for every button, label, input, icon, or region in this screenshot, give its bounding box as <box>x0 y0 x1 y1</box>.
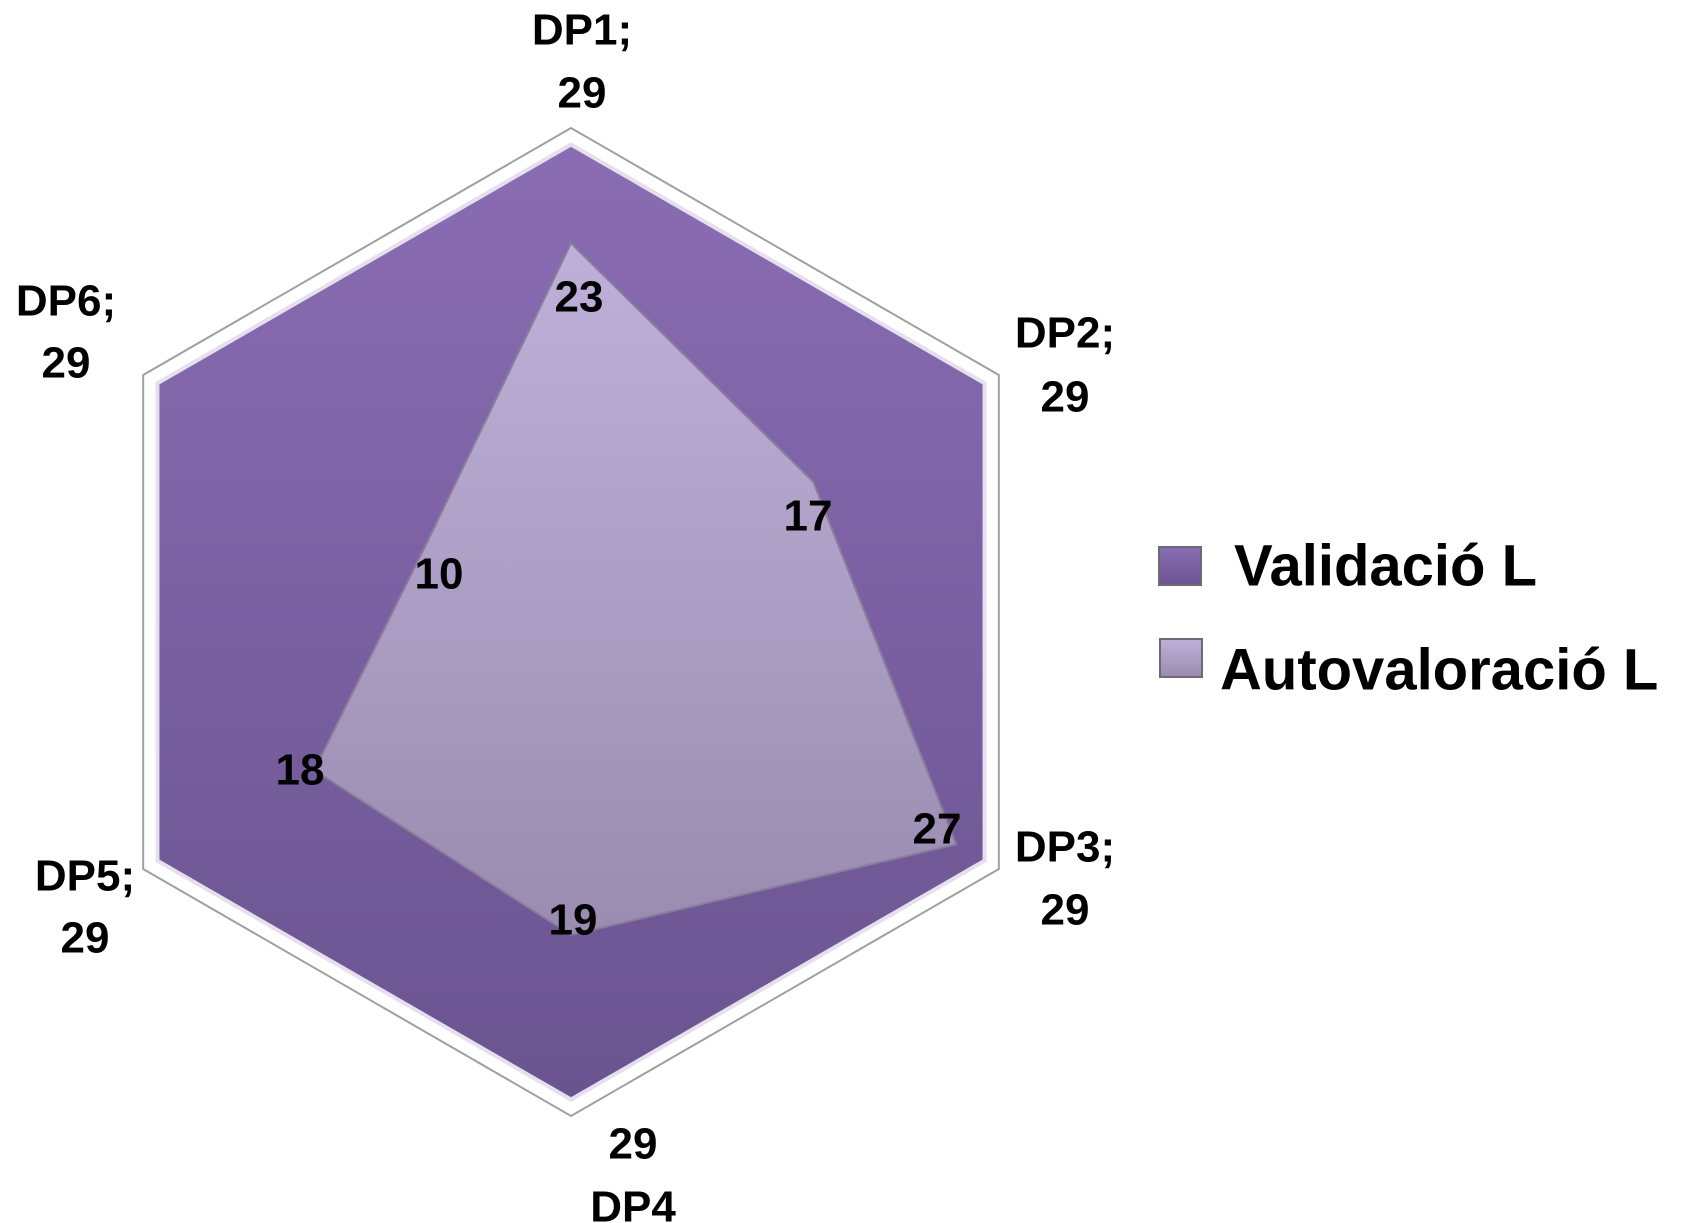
data-label: 29 <box>609 1120 658 1169</box>
radar-area <box>313 241 958 936</box>
data-label: 29 <box>1041 886 1090 935</box>
category-label: DP2; <box>1015 309 1115 358</box>
legend-label: Validació L <box>1234 533 1537 598</box>
legend-swatch <box>1159 638 1203 678</box>
data-label: 23 <box>555 273 604 322</box>
data-label: 29 <box>558 69 607 118</box>
data-label: 10 <box>415 550 464 599</box>
data-label: 27 <box>913 805 962 854</box>
category-label: DP5; <box>35 852 135 901</box>
data-label: 19 <box>549 896 598 945</box>
category-label: DP6; <box>16 277 116 326</box>
data-label: 29 <box>61 914 110 963</box>
category-label: DP3; <box>1015 823 1115 872</box>
data-label: 29 <box>42 339 91 388</box>
data-label: 17 <box>784 492 833 541</box>
legend-label: Autovaloració L <box>1220 637 1658 702</box>
category-label: DP1; <box>532 6 632 55</box>
data-label: 29 <box>1041 373 1090 422</box>
data-label: 18 <box>276 746 325 795</box>
category-label: DP4 <box>590 1183 676 1223</box>
legend-swatch <box>1158 546 1202 586</box>
